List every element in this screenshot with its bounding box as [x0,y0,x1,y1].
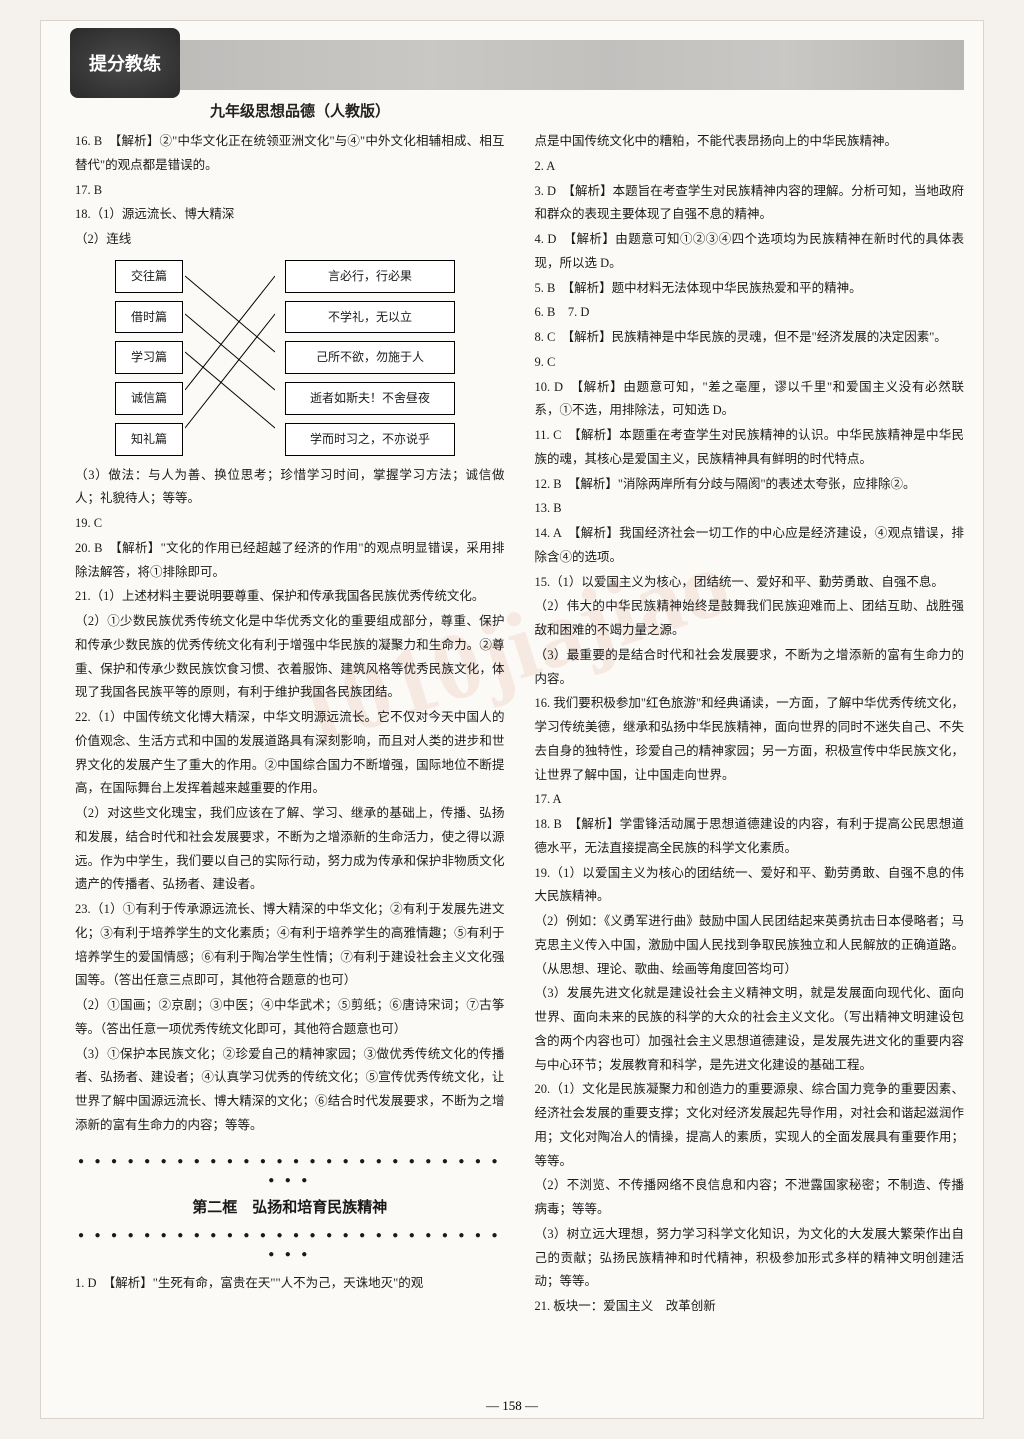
diagram-left-box: 交往篇 [115,260,183,293]
diagram-left-box: 知礼篇 [115,423,183,456]
answer-item: （3）最重要的是结合时代和社会发展要求，不断为之增添新的富有生命力的内容。 [535,644,965,692]
answer-item: 11. C 【解析】本题重在考查学生对民族精神的认识。中华民族精神是中华民族的魂… [535,424,965,472]
diagram-left-box: 学习篇 [115,341,183,374]
answer-item: 8. C 【解析】民族精神是中华民族的灵魂，但不是"经济发展的决定因素"。 [535,326,965,350]
answer-item: 9. C [535,351,965,375]
page-number: — 158 — [486,1398,538,1414]
answer-item: 16. 我们要积极参加"红色旅游"和经典诵读，一方面，了解中华优秀传统文化，学习… [535,692,965,787]
diagram-right-box: 不学礼，无以立 [285,301,455,334]
right-column: 点是中国传统文化中的糟粕，不能代表昂扬向上的中华民族精神。 2. A 3. D … [535,130,965,1389]
answer-item: 2. A [535,155,965,179]
answer-item: 20. B 【解析】"文化的作用已经超越了经济的作用"的观点明显错误，采用排除法… [75,537,505,585]
answer-item: 14. A 【解析】我国经济社会一切工作的中心应是经济建设，④观点错误，排除含④… [535,522,965,570]
diagram-right-box: 逝者如斯夫！不舍昼夜 [285,382,455,415]
answer-item: （2）①少数民族优秀传统文化是中华优秀文化的重要组成部分，尊重、保护和传承少数民… [75,610,505,705]
answer-item: （2）连线 [75,228,505,252]
answer-item: 点是中国传统文化中的糟粕，不能代表昂扬向上的中华民族精神。 [535,130,965,154]
matching-diagram: 交往篇 言必行，行必果 借时篇 不学礼，无以立 学习篇 己所不欲，勿施于人 诚信… [115,260,505,456]
answer-item: 16. B 【解析】②"中华文化正在统领亚洲文化"与④"中外文化相辅相成、相互替… [75,130,505,178]
answer-item: 13. B [535,497,965,521]
answer-item: 17. A [535,788,965,812]
diagram-right-box: 己所不欲，勿施于人 [285,341,455,374]
answer-item: 18.（1）源远流长、博大精深 [75,203,505,227]
answer-item: 17. B [75,179,505,203]
page-title: 九年级思想品德（人教版） [210,100,390,121]
diagram-connector-lines [185,260,275,450]
answer-item: 12. B 【解析】"消除两岸所有分歧与隔阂"的表述太夸张，应排除②。 [535,473,965,497]
diagram-right-box: 学而时习之，不亦说乎 [285,423,455,456]
diagram-left-box: 借时篇 [115,301,183,334]
answer-item: （3）①保护本民族文化；②珍爱自己的精神家园；③做优秀传统文化的传播者、弘扬者、… [75,1043,505,1138]
answer-item: 6. B 7. D [535,301,965,325]
header-decoration-bar [75,40,964,90]
section-title: 第二框 弘扬和培育民族精神 [75,1194,505,1223]
answer-item: （2）伟大的中华民族精神始终是鼓舞我们民族迎难而上、团结互助、战胜强敌和困难的不… [535,595,965,643]
answer-item: （3）树立远大理想，努力学习科学文化知识，为文化的大发展大繁荣作出自己的贡献；弘… [535,1223,965,1294]
answer-item: 19.（1）以爱国主义为核心的团结统一、爱好和平、勤劳勇敢、自强不息的伟大民族精… [535,862,965,910]
answer-item: 22.（1）中国传统文化博大精深，中华文明源远流长。它不仅对今天中国人的价值观念… [75,706,505,801]
answer-item: （2）例如：《义勇军进行曲》鼓励中国人民团结起来英勇抗击日本侵略者；马克思主义传… [535,910,965,981]
section-divider: ● ● ● ● ● ● ● ● ● ● ● ● ● ● ● ● ● ● ● ● … [75,1152,505,1265]
answer-item: （2）①国画；②京剧；③中医；④中华武术；⑤剪纸；⑥唐诗宋词；⑦古筝等。（答出任… [75,994,505,1042]
answer-item: 19. C [75,512,505,536]
answer-item: （3）做法：与人为善、换位思考；珍惜学习时间，掌握学习方法；诚信做人；礼貌待人；… [75,464,505,512]
answer-item: 5. B 【解析】题中材料无法体现中华民族热爱和平的精神。 [535,277,965,301]
divider-dots: ● ● ● ● ● ● ● ● ● ● ● ● ● ● ● ● ● ● ● ● … [75,1152,505,1190]
answer-item: 10. D 【解析】由题意可知，"差之毫厘，谬以千里"和爱国主义没有必然联系，①… [535,376,965,424]
answer-item: 15.（1）以爱国主义为核心，团结统一、爱好和平、勤劳勇敢、自强不息。 [535,571,965,595]
divider-dots: ● ● ● ● ● ● ● ● ● ● ● ● ● ● ● ● ● ● ● ● … [75,1226,505,1264]
answer-item: 20.（1）文化是民族凝聚力和创造力的重要源泉、综合国力竞争的重要因素、经济社会… [535,1078,965,1173]
answer-item: 1. D 【解析】"生死有命，富贵在天""人不为己，天诛地灭"的观 [75,1272,505,1296]
answer-item: 18. B 【解析】学雷锋活动属于思想道德建设的内容，有利于提高公民思想道德水平… [535,813,965,861]
logo-badge: 提分教练 [70,28,180,98]
answer-item: （3）发展先进文化就是建设社会主义精神文明，就是发展面向现代化、面向世界、面向未… [535,982,965,1077]
diagram-left-box: 诚信篇 [115,382,183,415]
answer-item: （2）不浏览、不传播网络不良信息和内容；不泄露国家秘密；不制造、传播病毒；等等。 [535,1174,965,1222]
content-container: 16. B 【解析】②"中华文化正在统领亚洲文化"与④"中外文化相辅相成、相互替… [75,130,964,1389]
left-column: 16. B 【解析】②"中华文化正在统领亚洲文化"与④"中外文化相辅相成、相互替… [75,130,505,1389]
answer-item: 4. D 【解析】由题意可知①②③④四个选项均为民族精神在新时代的具体表现，所以… [535,228,965,276]
answer-item: 23.（1）①有利于传承源远流长、博大精深的中华文化；②有利于发展先进文化；③有… [75,898,505,993]
answer-item: 21.（1）上述材料主要说明要尊重、保护和传承我国各民族优秀传统文化。 [75,585,505,609]
answer-item: 21. 板块一：爱国主义 改革创新 [535,1295,965,1319]
answer-item: （2）对这些文化瑰宝，我们应该在了解、学习、继承的基础上，传播、弘扬和发展，结合… [75,802,505,897]
answer-item: 3. D 【解析】本题旨在考查学生对民族精神内容的理解。分析可知，当地政府和群众… [535,180,965,228]
diagram-right-box: 言必行，行必果 [285,260,455,293]
